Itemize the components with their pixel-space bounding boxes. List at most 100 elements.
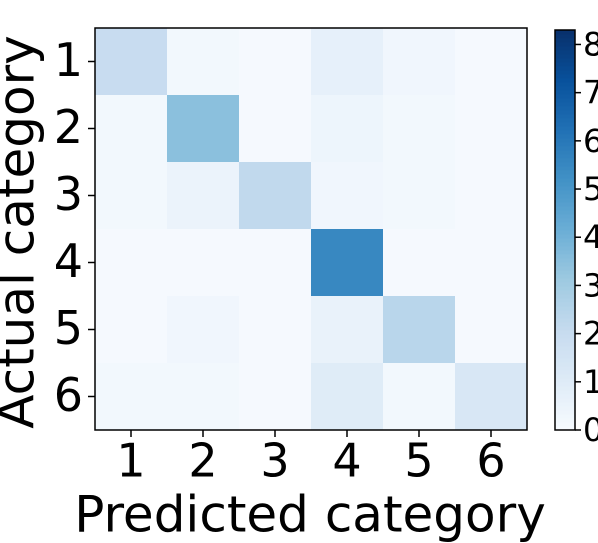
colorbar-segment — [555, 118, 575, 123]
colorbar-frame — [554, 29, 576, 431]
colorbar-segment — [555, 282, 575, 287]
y-tick-label: 3 — [54, 167, 83, 221]
x-tick-label: 1 — [116, 434, 145, 488]
heatmap-cell — [239, 28, 312, 96]
heatmap-cell — [239, 363, 312, 431]
colorbar-segment — [555, 418, 575, 423]
colorbar-segment — [555, 178, 575, 183]
colorbar-segment — [555, 262, 575, 267]
colorbar-segment — [555, 330, 575, 335]
colorbar-tick-label: 1 — [583, 363, 598, 401]
colorbar-segment — [555, 278, 575, 283]
colorbar-segment — [555, 210, 575, 215]
colorbar-segment — [555, 206, 575, 211]
colorbar-segment — [555, 226, 575, 231]
colorbar-segment — [555, 410, 575, 415]
colorbar-segment — [555, 42, 575, 47]
colorbar-tick-label: 5 — [583, 170, 598, 208]
colorbar-segment — [555, 198, 575, 203]
x-tick-label: 6 — [476, 434, 505, 488]
heatmap-cell — [311, 28, 384, 96]
colorbar-segment — [555, 162, 575, 167]
colorbar-segment — [555, 58, 575, 63]
colorbar-segment — [555, 314, 575, 319]
colorbar-segment — [555, 274, 575, 279]
colorbar-segment — [555, 54, 575, 59]
colorbar-segment — [555, 62, 575, 67]
colorbar-tick-label: 6 — [583, 122, 598, 160]
heatmap-cell — [311, 95, 384, 163]
heatmap-cell — [239, 296, 312, 364]
colorbar-segment — [555, 238, 575, 243]
colorbar-segment — [555, 98, 575, 103]
colorbar-segment — [555, 382, 575, 387]
colorbar-segment — [555, 366, 575, 371]
colorbar-segment — [555, 242, 575, 247]
colorbar-segment — [555, 342, 575, 347]
colorbar-segment — [555, 294, 575, 299]
heatmap-cell — [383, 28, 456, 96]
colorbar-segment — [555, 358, 575, 363]
colorbar-segment — [555, 290, 575, 295]
colorbar-segment — [555, 250, 575, 255]
colorbar-segment — [555, 338, 575, 343]
colorbar-tick-label: 4 — [583, 218, 598, 256]
heatmap-cell — [167, 296, 240, 364]
colorbar-segment — [555, 86, 575, 91]
heatmap-cell — [239, 229, 312, 297]
heatmap-cell — [95, 162, 168, 230]
colorbar-segment — [555, 90, 575, 95]
heatmap-cell — [455, 363, 528, 431]
colorbar-segment — [555, 222, 575, 227]
colorbar-segment — [555, 134, 575, 139]
colorbar-segment — [555, 398, 575, 403]
colorbar-tick-label: 7 — [583, 74, 598, 112]
x-tick-label: 2 — [188, 434, 217, 488]
heatmap-cell — [455, 28, 528, 96]
heatmap-cell — [311, 229, 384, 297]
y-tick-label: 1 — [54, 33, 83, 87]
colorbar-segment — [555, 106, 575, 111]
colorbar-segment — [555, 374, 575, 379]
heatmap-cell — [383, 95, 456, 163]
colorbar-segment — [555, 130, 575, 135]
heatmap-cell — [383, 229, 456, 297]
colorbar-segment — [555, 298, 575, 303]
colorbar-segment — [555, 214, 575, 219]
colorbar-segment — [555, 322, 575, 327]
x-tick-label: 3 — [260, 434, 289, 488]
heatmap-cell — [383, 363, 456, 431]
colorbar-segment — [555, 170, 575, 175]
colorbar-segment — [555, 66, 575, 71]
colorbar-segment — [555, 258, 575, 263]
heatmap-cell — [167, 28, 240, 96]
colorbar-segment — [555, 306, 575, 311]
colorbar-tick-label: 3 — [583, 266, 598, 304]
colorbar-segment — [555, 190, 575, 195]
plot-frame — [94, 27, 528, 431]
heatmap-cell — [95, 363, 168, 431]
y-axis-label: Actual category — [0, 35, 46, 429]
colorbar-segment — [555, 362, 575, 367]
colorbar-segment — [555, 402, 575, 407]
heatmap-cell — [95, 229, 168, 297]
colorbar-segment — [555, 394, 575, 399]
colorbar-segment — [555, 326, 575, 331]
colorbar-segment — [555, 46, 575, 51]
heatmap-cell — [167, 363, 240, 431]
x-tick-label: 5 — [404, 434, 433, 488]
colorbar-segment — [555, 422, 575, 427]
colorbar-segment — [555, 350, 575, 355]
heatmap-cell — [455, 95, 528, 163]
colorbar-tick-label: 0 — [583, 411, 598, 449]
colorbar-segment — [555, 110, 575, 115]
colorbar-segment — [555, 78, 575, 83]
colorbar-segment — [555, 414, 575, 419]
colorbar-segment — [555, 138, 575, 143]
colorbar-segment — [555, 334, 575, 339]
colorbar-segment — [555, 218, 575, 223]
heatmap-cell — [311, 162, 384, 230]
colorbar-segment — [555, 182, 575, 187]
colorbar-segment — [555, 390, 575, 395]
colorbar-segment — [555, 370, 575, 375]
